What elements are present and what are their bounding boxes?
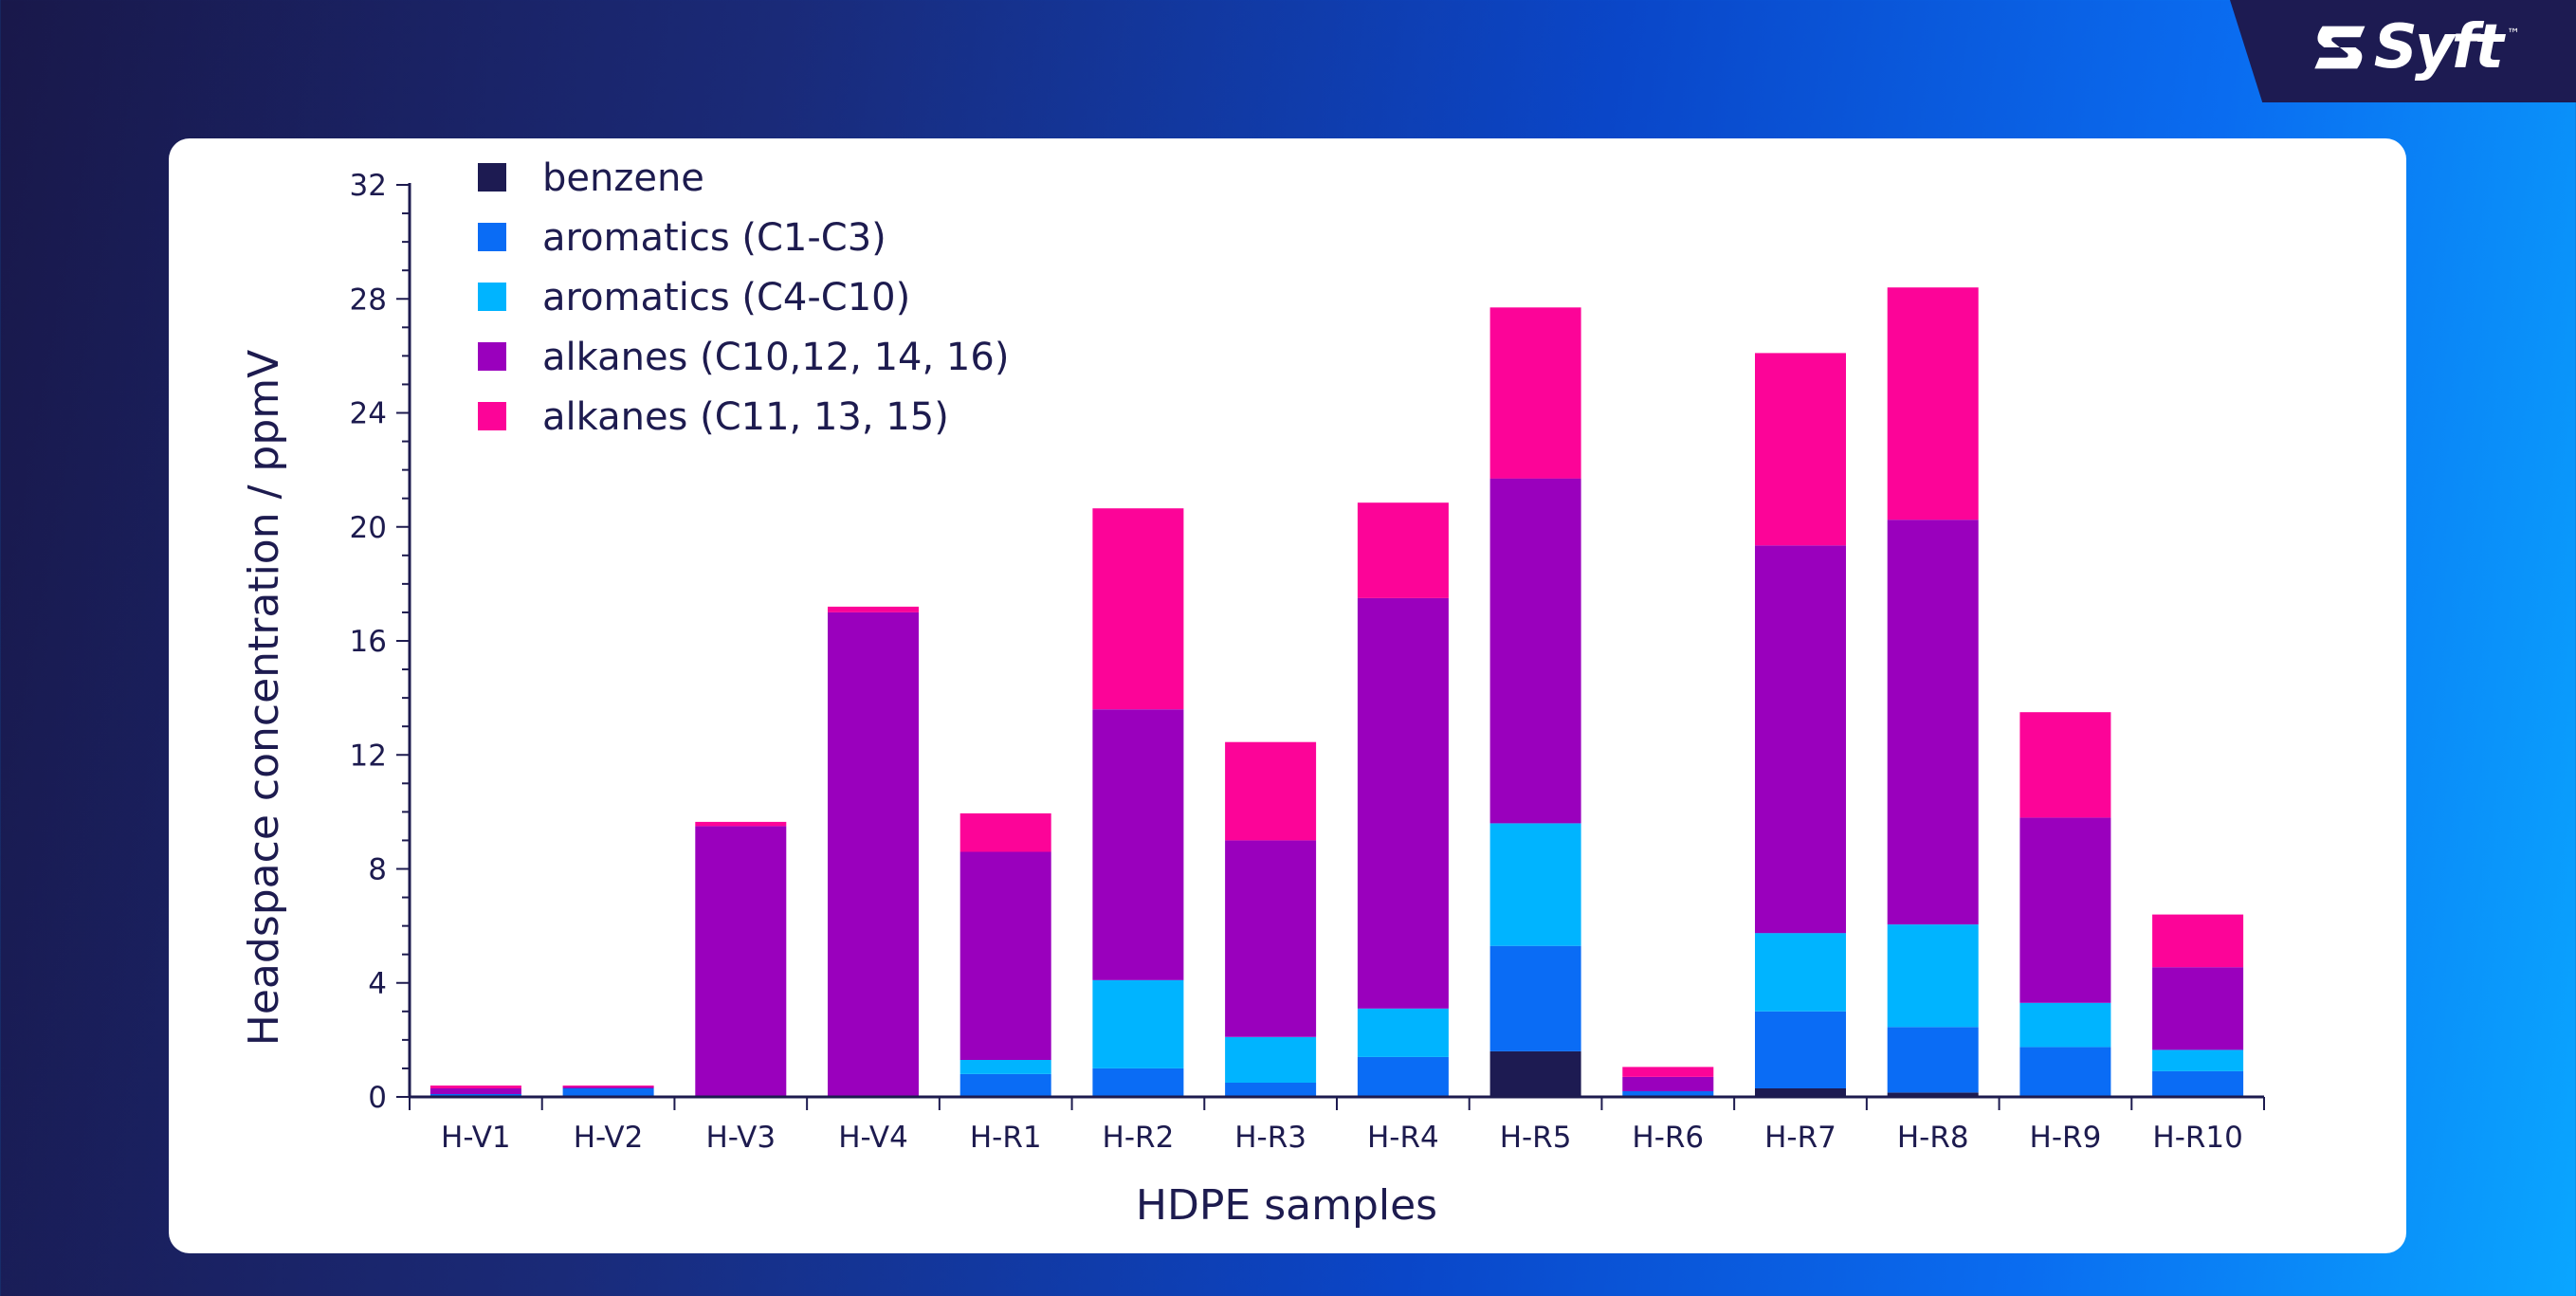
y-tick-label: 0 bbox=[368, 1081, 387, 1115]
bar-segment-h-r4-series-2 bbox=[1357, 1056, 1449, 1097]
axes-layer: 0 4 8 12 16 20 24 28 32 H-V1 H-V2 H-V3 H-V4 H-R1 H-R2 H… bbox=[350, 169, 2265, 1155]
y-tick-label: 16 bbox=[350, 625, 387, 659]
legend-swatch bbox=[478, 342, 506, 371]
bar-segment-h-r4-series-5 bbox=[1357, 502, 1449, 598]
bar-segment-h-v2-series-2 bbox=[562, 1088, 654, 1097]
syft-mark-icon bbox=[2314, 26, 2366, 69]
bar-segment-h-v3-series-5 bbox=[695, 821, 787, 827]
x-axis-title: HDPE samples bbox=[1136, 1181, 1437, 1230]
bar-segment-h-r6-series-4 bbox=[1622, 1077, 1714, 1091]
bar-segment-h-r6-series-5 bbox=[1622, 1067, 1714, 1077]
bar-segment-h-r5-series-5 bbox=[1489, 307, 1581, 479]
bar-segment-h-r4-series-4 bbox=[1357, 597, 1449, 1009]
x-tick-label: H-R10 bbox=[2152, 1121, 2242, 1155]
y-axis-title: Headspace concentration / ppmV bbox=[240, 350, 288, 1046]
bar-segment-h-v2-series-4 bbox=[562, 1086, 654, 1088]
bar-segment-h-v4-series-5 bbox=[828, 606, 919, 612]
bar-segment-h-r1-series-5 bbox=[959, 812, 1051, 852]
bar-segment-h-r5-series-1 bbox=[1489, 1050, 1581, 1097]
legend-label: benzene bbox=[542, 156, 704, 200]
bar-segment-h-r8-series-2 bbox=[1887, 1027, 1979, 1093]
bar-segment-h-r6-series-2 bbox=[1622, 1091, 1714, 1097]
x-tick-label: H-R3 bbox=[1234, 1121, 1306, 1155]
y-tick-label: 32 bbox=[350, 169, 387, 203]
y-tick-label: 8 bbox=[368, 853, 387, 887]
bar-segment-h-v3-series-4 bbox=[695, 826, 787, 1097]
bar-segment-h-r9-series-2 bbox=[2019, 1047, 2111, 1097]
bar-segment-h-r9-series-3 bbox=[2019, 1002, 2111, 1048]
bar-segment-h-r9-series-5 bbox=[2019, 712, 2111, 818]
y-tick-label: 20 bbox=[350, 511, 387, 545]
bar-segment-h-r1-series-2 bbox=[959, 1074, 1051, 1097]
bar-segment-h-v1-series-4 bbox=[429, 1088, 521, 1094]
bar-segment-h-r7-series-3 bbox=[1755, 933, 1846, 1012]
bar-segment-h-r3-series-3 bbox=[1225, 1036, 1317, 1083]
legend-swatch bbox=[478, 402, 506, 430]
bar-segment-h-v1-series-5 bbox=[429, 1086, 521, 1088]
legend-label: aromatics (C4-C10) bbox=[542, 276, 910, 319]
logo-tab bbox=[2230, 0, 2576, 102]
y-tick-label: 28 bbox=[350, 283, 387, 317]
x-tick-label: H-R9 bbox=[2030, 1121, 2102, 1155]
x-tick-label: H-V2 bbox=[574, 1121, 644, 1155]
bar-segment-h-r4-series-3 bbox=[1357, 1008, 1449, 1057]
legend-swatch bbox=[478, 223, 506, 251]
bar-segment-h-r10-series-5 bbox=[2152, 914, 2244, 968]
syft-logo: Syft ™ bbox=[2311, 17, 2520, 78]
trademark-mark: ™ bbox=[2507, 27, 2520, 42]
x-tick-label: H-V4 bbox=[838, 1121, 908, 1155]
bar-segment-h-v2-series-5 bbox=[562, 1086, 654, 1087]
bar-segment-h-v4-series-4 bbox=[828, 611, 919, 1097]
bar-segment-h-r5-series-2 bbox=[1489, 945, 1581, 1051]
bar-segment-h-r2-series-4 bbox=[1092, 709, 1184, 980]
bar-segment-h-r5-series-3 bbox=[1489, 823, 1581, 946]
y-tick-label: 4 bbox=[368, 967, 387, 1001]
legend-swatch bbox=[478, 163, 506, 192]
bar-segment-h-r7-series-2 bbox=[1755, 1011, 1846, 1088]
bar-segment-h-r7-series-4 bbox=[1755, 545, 1846, 934]
legend-label: alkanes (C10,12, 14, 16) bbox=[542, 336, 1009, 379]
legend: benzene aromatics (C1-C3) aromatics (C4-C1… bbox=[478, 156, 1009, 439]
x-tick-label: H-R5 bbox=[1500, 1121, 1572, 1155]
bar-segment-h-r8-series-1 bbox=[1887, 1092, 1979, 1097]
legend-label: alkanes (C11, 13, 15) bbox=[542, 395, 949, 439]
bar-segment-h-r1-series-3 bbox=[959, 1059, 1051, 1074]
bar-segment-h-r7-series-5 bbox=[1755, 353, 1846, 546]
y-tick-label: 24 bbox=[350, 397, 387, 431]
x-tick-label: H-R1 bbox=[970, 1121, 1042, 1155]
x-tick-label: H-V1 bbox=[441, 1121, 511, 1155]
bar-segment-h-r3-series-5 bbox=[1225, 741, 1317, 841]
legend-swatch bbox=[478, 283, 506, 311]
x-tick-label: H-R6 bbox=[1632, 1121, 1704, 1155]
x-tick-label: H-V3 bbox=[705, 1121, 776, 1155]
legend-label: aromatics (C1-C3) bbox=[542, 216, 886, 260]
x-tick-label: H-R8 bbox=[1897, 1121, 1969, 1155]
bar-segment-h-r2-series-5 bbox=[1092, 508, 1184, 710]
bar-segment-h-r5-series-4 bbox=[1489, 478, 1581, 824]
bar-segment-h-r2-series-3 bbox=[1092, 979, 1184, 1068]
x-tick-label: H-R7 bbox=[1764, 1121, 1836, 1155]
bar-segment-h-r7-series-1 bbox=[1755, 1088, 1846, 1097]
bar-segment-h-r10-series-4 bbox=[2152, 967, 2244, 1050]
x-tick-label: H-R4 bbox=[1367, 1121, 1439, 1155]
bar-segment-h-r3-series-4 bbox=[1225, 840, 1317, 1037]
bars-layer bbox=[429, 287, 2244, 1097]
brand-name: Syft bbox=[2373, 12, 2504, 82]
x-tick-label: H-R2 bbox=[1103, 1121, 1175, 1155]
bar-segment-h-r2-series-2 bbox=[1092, 1068, 1184, 1097]
bar-segment-h-r9-series-4 bbox=[2019, 817, 2111, 1003]
bar-segment-h-r10-series-2 bbox=[2152, 1070, 2244, 1097]
bar-segment-h-r8-series-5 bbox=[1887, 287, 1979, 520]
bar-segment-h-r3-series-2 bbox=[1225, 1083, 1317, 1097]
bar-segment-h-r10-series-3 bbox=[2152, 1050, 2244, 1071]
y-tick-label: 12 bbox=[350, 739, 387, 773]
bar-segment-h-r8-series-3 bbox=[1887, 924, 1979, 1028]
bar-segment-h-r8-series-4 bbox=[1887, 520, 1979, 925]
bar-segment-h-r1-series-4 bbox=[959, 851, 1051, 1060]
